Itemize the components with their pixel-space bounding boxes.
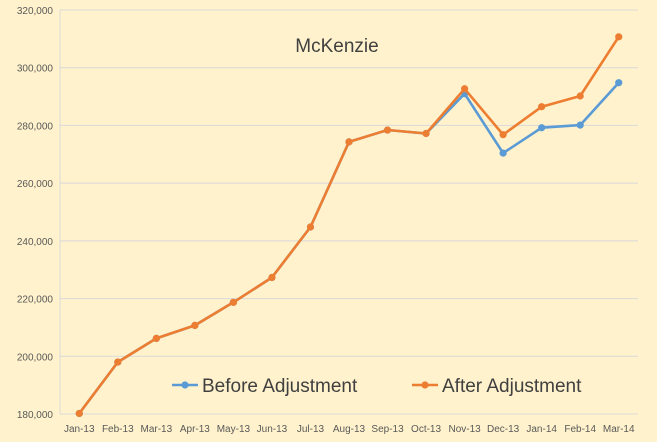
y-tick-label: 180,000	[17, 410, 54, 421]
gridlines	[60, 9, 638, 415]
data-point	[615, 79, 623, 87]
x-tick-label: Aug-13	[333, 424, 366, 435]
x-tick-label: Apr-13	[180, 424, 210, 435]
y-tick-label: 320,000	[17, 6, 54, 17]
data-point	[75, 409, 83, 418]
y-tick-label: 280,000	[17, 121, 54, 132]
legend: Before Adjustment After Adjustment	[172, 376, 582, 397]
data-point	[229, 298, 237, 306]
y-tick-label: 260,000	[17, 179, 54, 190]
y-tick-label: 200,000	[17, 352, 54, 363]
data-point	[576, 92, 584, 100]
legend-swatch-marker-2	[421, 381, 429, 389]
series-group	[75, 33, 623, 418]
data-point	[499, 149, 507, 157]
data-point	[576, 121, 584, 129]
data-point	[461, 85, 469, 93]
x-tick-label: Jul-13	[297, 424, 325, 435]
data-point	[615, 33, 623, 41]
data-point	[152, 334, 160, 342]
data-point	[345, 138, 353, 146]
x-tick-label: Oct-13	[411, 424, 441, 435]
legend-swatch-marker-1	[181, 381, 189, 389]
data-point	[114, 358, 122, 366]
legend-label-2: After Adjustment	[442, 376, 582, 397]
data-point	[538, 124, 546, 132]
data-point	[191, 321, 199, 330]
x-tick-label: May-13	[217, 424, 251, 435]
y-tick-label: 220,000	[17, 295, 54, 306]
legend-label-1: Before Adjustment	[202, 376, 358, 397]
data-point	[268, 273, 276, 282]
y-axis: 180,000 200,000 220,000 240,000 260,000 280,0…	[17, 6, 61, 421]
x-tick-label: Feb-14	[564, 424, 596, 435]
y-tick-label: 240,000	[17, 237, 54, 248]
data-point	[383, 126, 392, 134]
data-point	[499, 131, 507, 139]
x-tick-label: Sep-13	[371, 424, 404, 435]
y-tick-label: 300,000	[17, 64, 54, 75]
data-point	[422, 129, 430, 138]
data-point	[538, 103, 546, 111]
x-tick-label: Mar-13	[140, 424, 172, 435]
x-tick-label: Mar-14	[603, 424, 635, 435]
x-tick-label: Jun-13	[257, 424, 288, 435]
x-tick-label: Dec-13	[487, 424, 520, 435]
x-tick-label: Nov-13	[448, 424, 481, 435]
x-tick-label: Jan-14	[526, 424, 557, 435]
x-axis: Jan-13 Feb-13 Mar-13 Apr-13 May-13 Jun-13 Jul-…	[64, 424, 635, 435]
data-point	[306, 223, 315, 231]
x-tick-label: Feb-13	[102, 424, 134, 435]
x-tick-label: Jan-13	[64, 424, 95, 435]
chart-title: McKenzie	[295, 36, 378, 57]
